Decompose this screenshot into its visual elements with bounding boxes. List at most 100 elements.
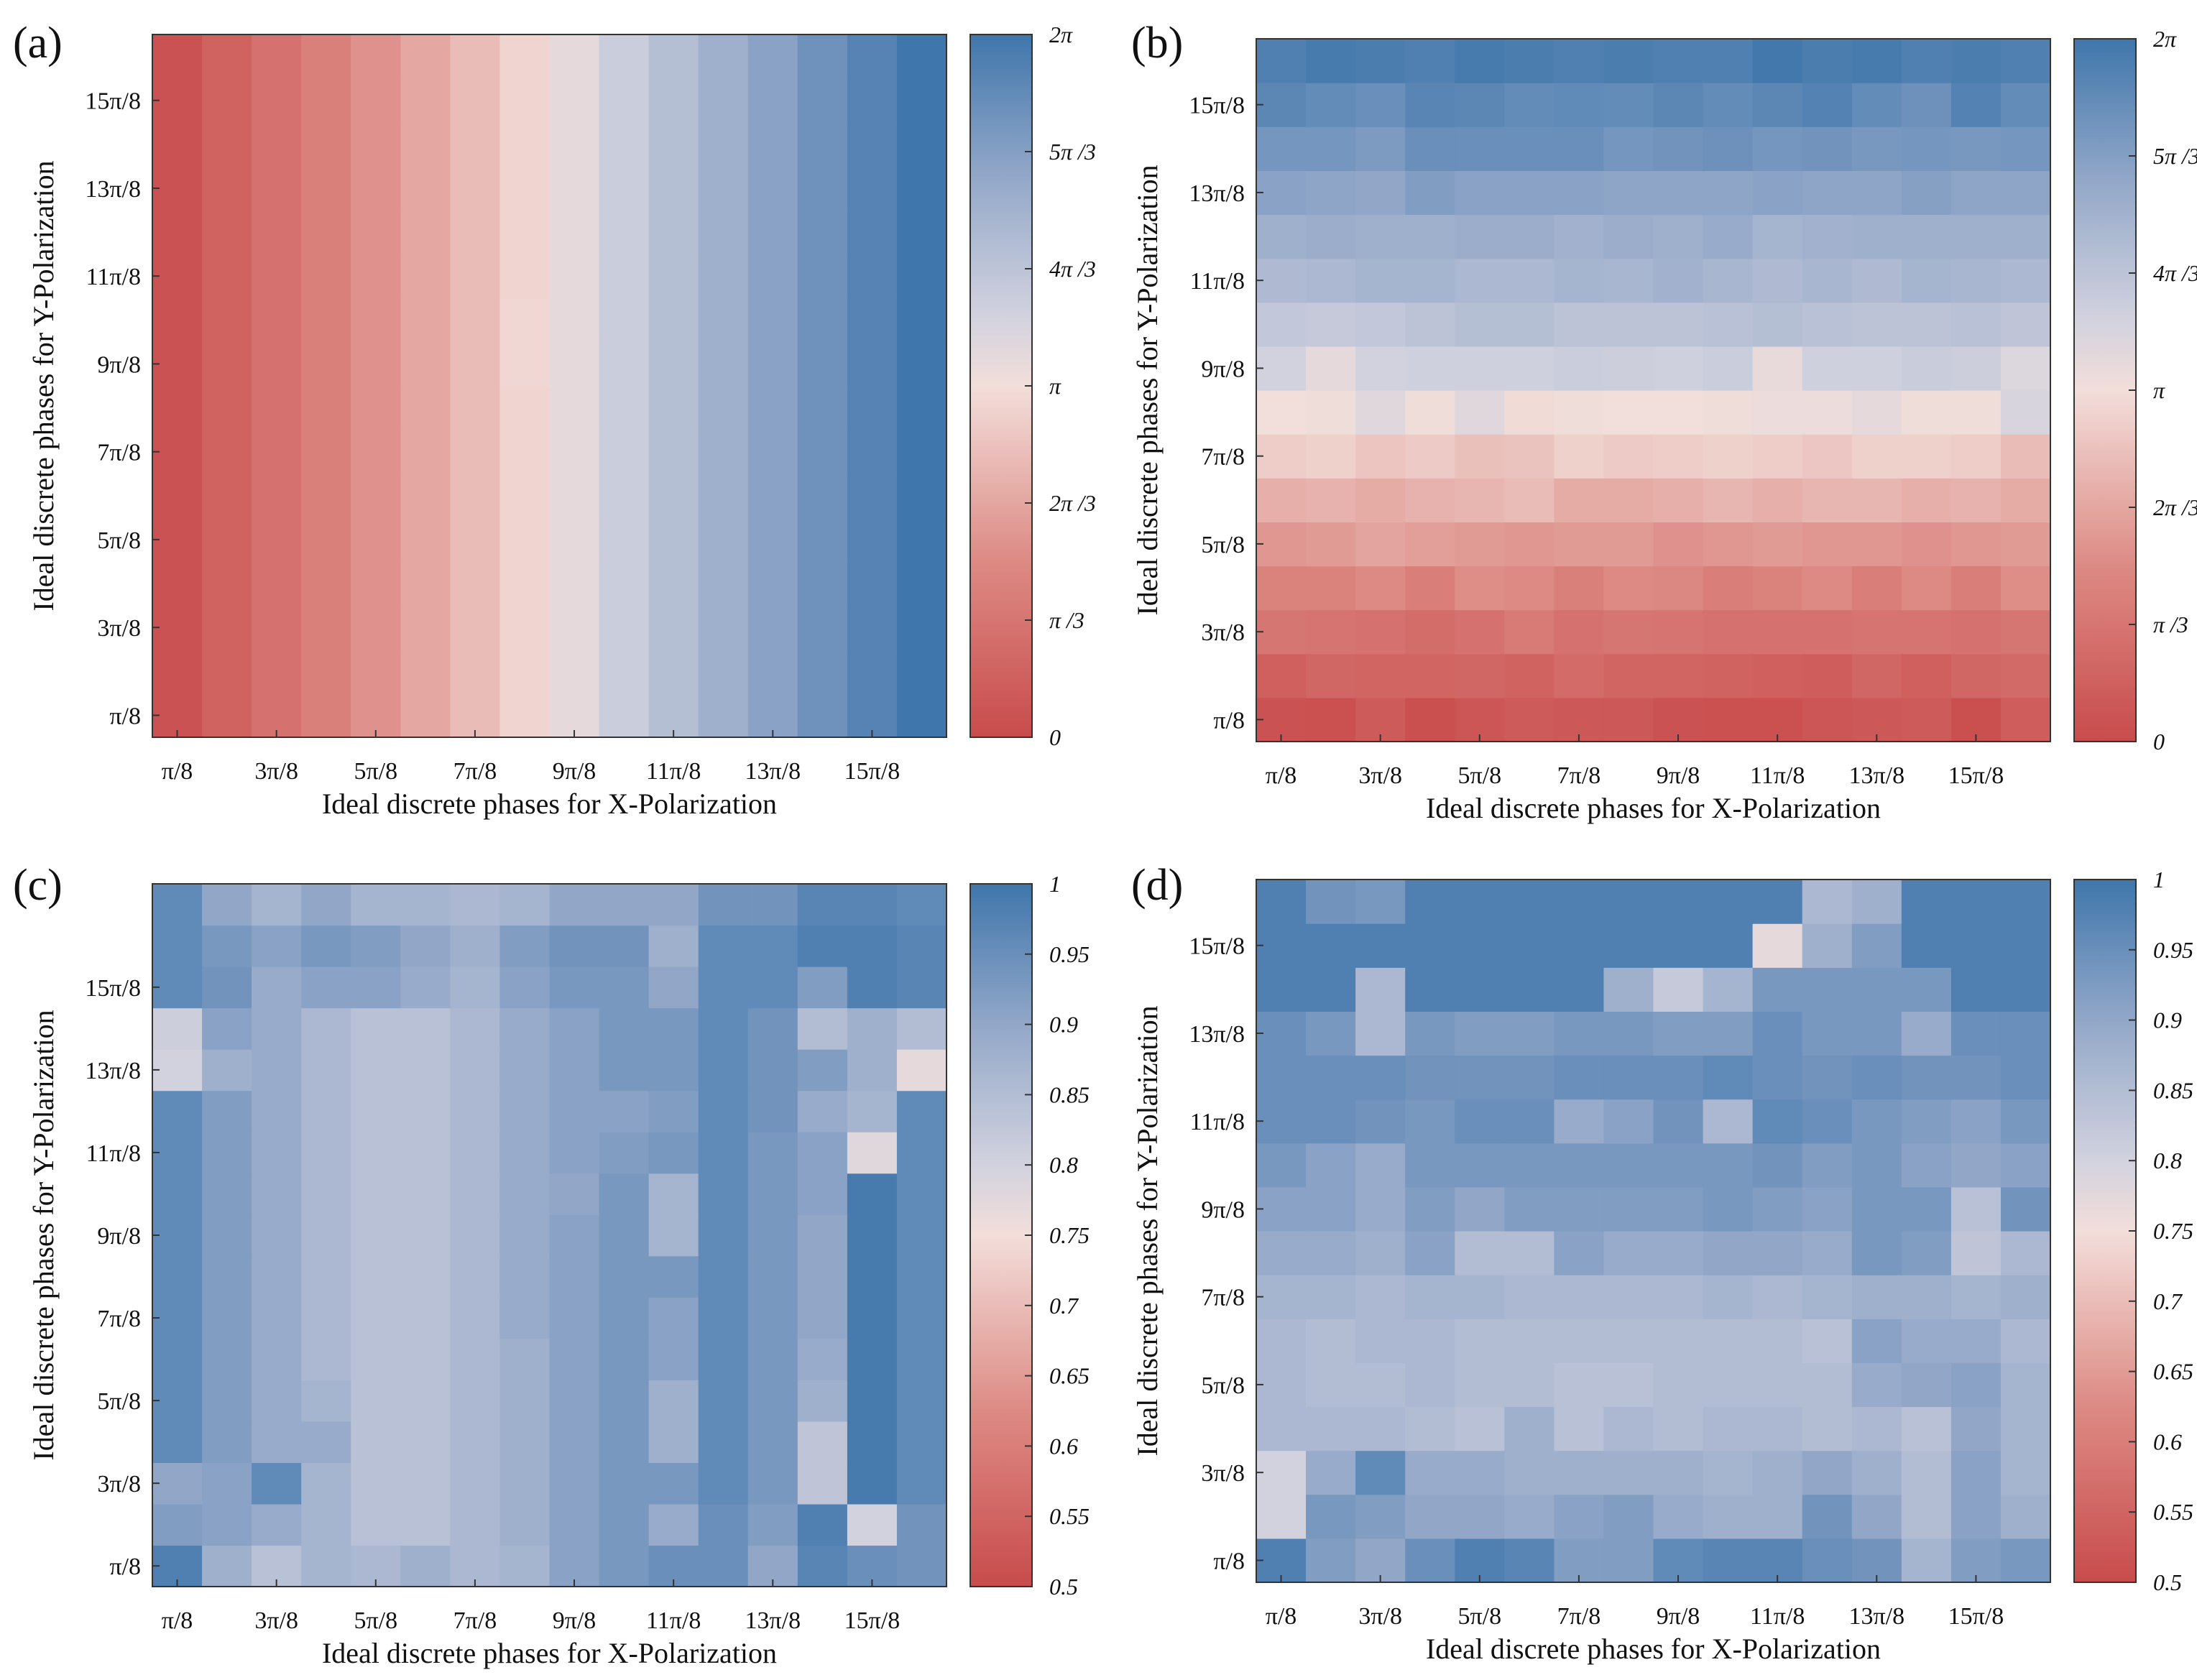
- heatmap-cell: [499, 561, 551, 606]
- heatmap-cell: [747, 122, 798, 167]
- heatmap-cell: [1455, 1275, 1505, 1319]
- heatmap-cell: [599, 78, 650, 123]
- heatmap-cell: [1653, 390, 1704, 435]
- heatmap-cell: [1901, 434, 1952, 479]
- heatmap-cell: [1306, 83, 1356, 127]
- heatmap-cell: [1603, 126, 1654, 171]
- heatmap-cell: [499, 517, 551, 563]
- heatmap-cell: [450, 1007, 501, 1050]
- heatmap-cell: [1306, 609, 1356, 655]
- heatmap-cell: [450, 1503, 501, 1546]
- heatmap-cell: [1802, 390, 1853, 435]
- heatmap-cell: [499, 122, 551, 167]
- heatmap-cell: [252, 474, 302, 518]
- heatmap-cell: [549, 1007, 600, 1050]
- heatmap-cell: [450, 34, 501, 79]
- heatmap-cell: [747, 430, 798, 474]
- heatmap-cell: [549, 1090, 600, 1132]
- heatmap-cell: [1603, 566, 1654, 611]
- heatmap-cell: [797, 430, 848, 474]
- heatmap-cell: [351, 561, 401, 606]
- heatmap-cell: [747, 1297, 798, 1339]
- heatmap-cell: [499, 693, 551, 738]
- heatmap-cell: [599, 925, 650, 967]
- x-tick-label: 11π/8: [646, 1607, 701, 1634]
- heatmap-cell: [549, 210, 600, 255]
- heatmap-cell: [1455, 434, 1505, 479]
- heatmap-cell: [2000, 258, 2051, 303]
- heatmap-cell: [896, 1421, 947, 1464]
- heatmap-cell: [648, 1421, 699, 1464]
- x-tick-label: 5π/8: [1457, 762, 1501, 789]
- heatmap-cell: [1306, 390, 1356, 435]
- heatmap-cell: [1306, 126, 1356, 171]
- x-tick-label: 7π/8: [1557, 1603, 1601, 1630]
- heatmap-cell: [1950, 1143, 2002, 1188]
- heatmap-cell: [1901, 214, 1952, 259]
- heatmap-cell: [1256, 39, 1307, 83]
- heatmap-cell: [1306, 653, 1356, 698]
- heatmap-cell: [1851, 1450, 1902, 1495]
- heatmap-cell: [847, 884, 898, 926]
- heatmap-cell: [896, 966, 947, 1009]
- heatmap-cell: [648, 1297, 699, 1339]
- heatmap-cell: [847, 649, 898, 694]
- heatmap-cell: [1455, 170, 1505, 216]
- heatmap-cell: [1653, 1011, 1704, 1056]
- heatmap-cell: [1752, 1143, 1803, 1188]
- heatmap-cell: [301, 884, 351, 926]
- heatmap-cell: [1901, 170, 1952, 216]
- heatmap-cell: [1405, 346, 1455, 391]
- heatmap-cell: [698, 1214, 749, 1257]
- heatmap-cell: [152, 1090, 203, 1132]
- heatmap-cell: [1504, 1275, 1555, 1319]
- heatmap-cell: [1504, 923, 1555, 968]
- heatmap-cell: [1653, 302, 1704, 347]
- x-tick-label: 9π/8: [1657, 762, 1700, 789]
- heatmap-cell: [152, 1132, 203, 1174]
- x-tick-label: 15π/8: [844, 758, 901, 785]
- heatmap-cell: [1405, 1275, 1455, 1319]
- heatmap-cell: [1405, 170, 1455, 216]
- heatmap-cell: [1405, 1186, 1455, 1232]
- heatmap-cell: [1752, 1494, 1803, 1539]
- heatmap-cell: [1306, 478, 1356, 522]
- heatmap-cell: [1603, 1143, 1654, 1188]
- x-tick-label: 13π/8: [1848, 762, 1904, 789]
- plot-frame: [1256, 879, 2051, 1583]
- colorbar-tick-label: 0.9: [1049, 1012, 1078, 1038]
- heatmap-cell: [1851, 1406, 1902, 1451]
- heatmap-cell: [549, 1049, 600, 1091]
- heatmap-cell: [1554, 83, 1605, 127]
- heatmap-cell: [1504, 434, 1555, 479]
- heatmap-cell: [599, 884, 650, 926]
- heatmap-cell: [1554, 258, 1605, 303]
- heatmap-cell: [1703, 302, 1754, 347]
- colorbar-tick-label: 0.8: [1049, 1152, 1078, 1178]
- heatmap-cell: [499, 1297, 551, 1339]
- heatmap-cell: [847, 517, 898, 563]
- heatmap-cell: [1950, 1362, 2002, 1408]
- x-tick-label: 3π/8: [254, 758, 298, 785]
- heatmap-cell: [847, 1421, 898, 1464]
- heatmap-cell: [400, 386, 451, 430]
- heatmap-cell: [351, 166, 401, 211]
- heatmap-cell: [400, 210, 451, 255]
- heatmap-cell: [896, 34, 947, 79]
- heatmap-cell: [1703, 1231, 1754, 1275]
- heatmap-cell: [648, 517, 699, 563]
- heatmap-cell: [549, 605, 600, 650]
- heatmap-cell: [648, 1255, 699, 1298]
- heatmap-cell: [599, 254, 650, 299]
- heatmap-cell: [847, 1132, 898, 1174]
- heatmap-cell: [202, 1462, 252, 1505]
- heatmap-cell: [549, 517, 600, 563]
- heatmap-cell: [400, 34, 451, 79]
- heatmap-cell: [351, 254, 401, 299]
- heatmap-cell: [797, 605, 848, 650]
- heatmap-cell: [1752, 434, 1803, 479]
- colorbar-tick-label: 0.5: [2153, 1569, 2182, 1595]
- heatmap-cell: [896, 605, 947, 650]
- heatmap-cell: [1256, 609, 1307, 655]
- heatmap-cell: [797, 1214, 848, 1257]
